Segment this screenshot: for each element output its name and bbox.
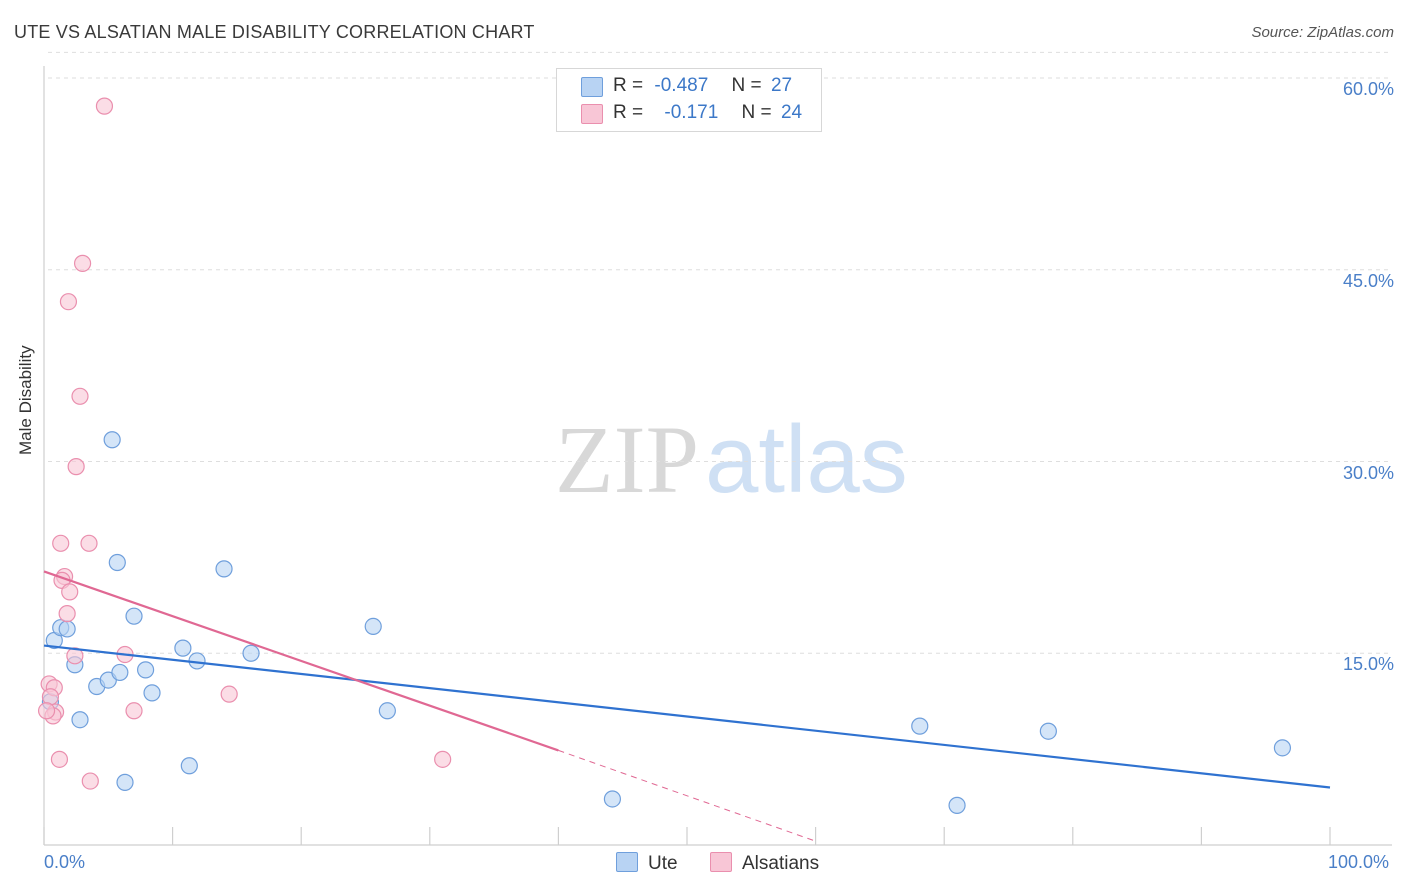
y-tick-label-0: 15.0% (1342, 654, 1394, 675)
ute-point-6 (108, 553, 126, 572)
ute-point-12 (143, 684, 161, 702)
legend-swatch-alsatians (581, 104, 603, 124)
alsatian-point-0 (95, 97, 114, 115)
alsatian-point-6 (80, 534, 98, 552)
ute-point-10 (125, 607, 143, 625)
legend-ute-r-label: R = (613, 75, 644, 96)
ute-trend-line-0 (43, 644, 1331, 789)
y-tick-label-1: 30.0% (1342, 462, 1394, 483)
watermark-atlas: atlas (705, 406, 908, 513)
ute-point-2 (58, 620, 76, 638)
alsatian-point-4 (67, 458, 85, 476)
alsatian-point-1 (73, 254, 92, 272)
y-tick-label-3: 60.0% (1342, 79, 1394, 99)
alsatian-point-11 (66, 647, 84, 665)
ute-point-19 (364, 617, 382, 636)
watermark: ZIPatlas (555, 404, 908, 515)
alsatian-point-15 (41, 688, 60, 706)
alsatian-point-3 (71, 387, 89, 405)
ute-point-5 (103, 431, 121, 449)
correlation-legend: R = -0.487 N = 27 R = -0.171 N = 24 (556, 68, 822, 132)
ute-point-11 (136, 661, 155, 679)
ute-point-13 (174, 639, 192, 657)
ute-point-21 (603, 790, 622, 808)
legend-swatch-ute (581, 77, 603, 97)
legend-als-n-label: N = (741, 102, 772, 123)
ute-point-23 (948, 796, 966, 814)
ute-point-17 (242, 644, 260, 662)
alsatian-point-20 (50, 750, 69, 768)
alsatian-point-23 (37, 702, 56, 720)
alsatian-point-10 (58, 605, 76, 623)
alsatian-point-2 (59, 293, 78, 311)
bottom-legend-alsatians: Alsatians (710, 852, 819, 875)
y-tick-label-2: 45.0% (1342, 270, 1394, 291)
ute-point-9 (111, 663, 129, 682)
source-label: Source: ZipAtlas.com (1251, 24, 1394, 41)
ute-point-25 (1273, 739, 1292, 757)
alsatian-trend-line-2 (558, 749, 816, 842)
x-tick-max: 100.0% (1328, 852, 1390, 872)
ute-point-16 (215, 560, 233, 578)
alsatian-point-9 (61, 583, 79, 601)
bottom-legend-swatch-alsatians (710, 852, 732, 872)
ute-point-4 (71, 711, 89, 729)
legend-als-r-label: R = (613, 102, 644, 123)
legend-ute-n-label: N = (731, 75, 762, 96)
ute-point-18 (116, 773, 134, 791)
alsatian-point-19 (220, 685, 238, 703)
legend-ute-n-value: 27 (770, 75, 793, 96)
ute-point-22 (911, 717, 929, 735)
bottom-legend-ute: Ute (616, 852, 678, 875)
ute-point-24 (1039, 722, 1057, 740)
bottom-legend-swatch-ute (616, 852, 638, 872)
alsatian-point-18 (125, 702, 143, 720)
watermark-zip: ZIP (555, 406, 699, 513)
legend-ute-r-value: -0.487 (654, 75, 709, 96)
alsatian-point-21 (81, 772, 99, 790)
chart-title: UTE VS ALSATIAN MALE DISABILITY CORRELAT… (14, 22, 535, 42)
alsatian-point-5 (52, 534, 70, 552)
alsatian-trend-line-1 (43, 570, 559, 752)
alsatian-point-22 (434, 750, 452, 768)
ute-point-14 (180, 757, 198, 775)
y-axis-label: Male Disability (16, 345, 35, 455)
legend-als-r-value: -0.171 (664, 102, 719, 123)
legend-als-n-value: 24 (780, 102, 803, 123)
x-tick-min: 0.0% (44, 852, 86, 872)
bottom-legend-label-ute: Ute (648, 853, 678, 874)
ute-point-20 (378, 702, 396, 720)
bottom-legend-label-alsatians: Alsatians (742, 853, 820, 874)
